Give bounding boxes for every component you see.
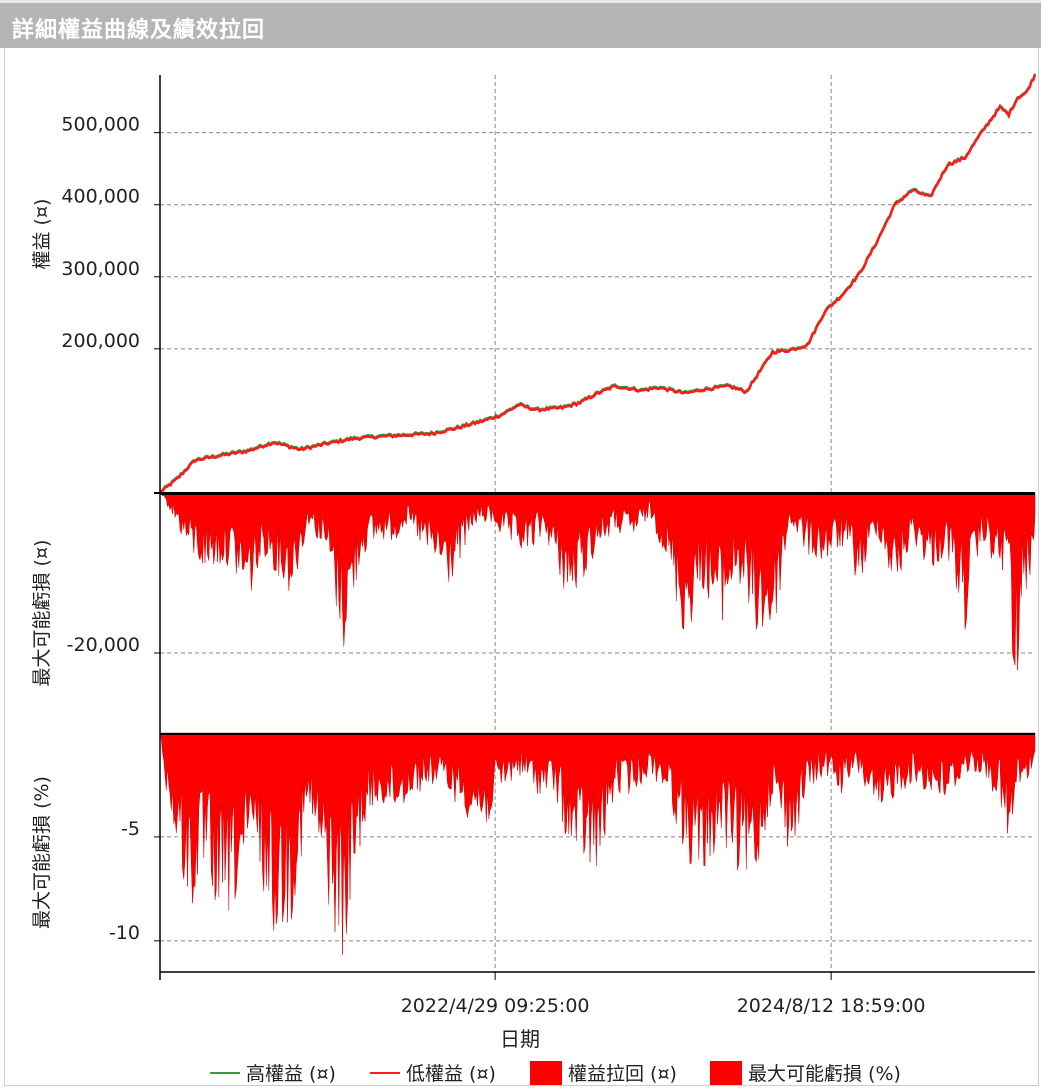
y-axis-title: 最大可能虧損 (¤) [31,540,53,687]
window-title-bar: 詳細權益曲線及績效拉回 [0,0,1041,48]
chart-area: 200,000 300,000 400,000 500,000 權益 (¤) -20,00… [31,73,1037,1051]
y-axis-title: 權益 (¤) [31,199,53,270]
y-tick-label: 200,000 [61,330,140,352]
legend-line-swatch [370,1071,400,1074]
legend-item-equity-drawdown: 權益拉回 (¤) [530,1059,677,1086]
x-tick-label: 2024/8/12 18:59:00 [737,995,926,1017]
legend-item-max-loss-percent: 最大可能虧損 (%) [710,1059,901,1086]
legend-line-swatch [210,1071,240,1074]
y-tick-label: -10 [109,922,140,944]
window-title: 詳細權益曲線及績效拉回 [12,18,266,43]
drawdown-value-panel [159,492,1036,671]
chart-frame [4,48,1039,1086]
legend-box-swatch [530,1060,562,1085]
drawdown-percent-panel [159,732,1036,955]
y-axis-title: 最大可能虧損 (%) [31,776,53,929]
drawdown-area [159,492,1036,671]
legend-label: 最大可能虧損 (%) [748,1063,901,1085]
legend-item-high-equity: 高權益 (¤) [210,1059,336,1086]
legend-label: 低權益 (¤) [406,1063,496,1085]
x-axis-title: 日期 [500,1027,540,1051]
y-tick-label: 500,000 [61,114,140,136]
chart-legend: 高權益 (¤) 低權益 (¤) 權益拉回 (¤) 最大可能虧損 (%) [0,1056,1041,1086]
high-equity-line [159,73,1036,493]
y-tick-label: 300,000 [61,258,140,280]
legend-label: 權益拉回 (¤) [568,1063,677,1085]
drawdown-area [159,732,1036,955]
axes: 200,000 300,000 400,000 500,000 權益 (¤) -20,00… [31,75,1035,1051]
legend-label: 高權益 (¤) [246,1063,336,1085]
y-tick-label: 400,000 [61,186,140,208]
legend-item-low-equity: 低權益 (¤) [370,1059,496,1086]
equity-panel [159,73,1037,494]
legend-box-swatch [710,1060,742,1085]
x-tick-label: 2022/4/29 09:25:00 [401,995,590,1017]
y-tick-label: -5 [121,818,140,840]
y-tick-label: -20,000 [67,634,140,656]
low-equity-line [159,74,1037,494]
